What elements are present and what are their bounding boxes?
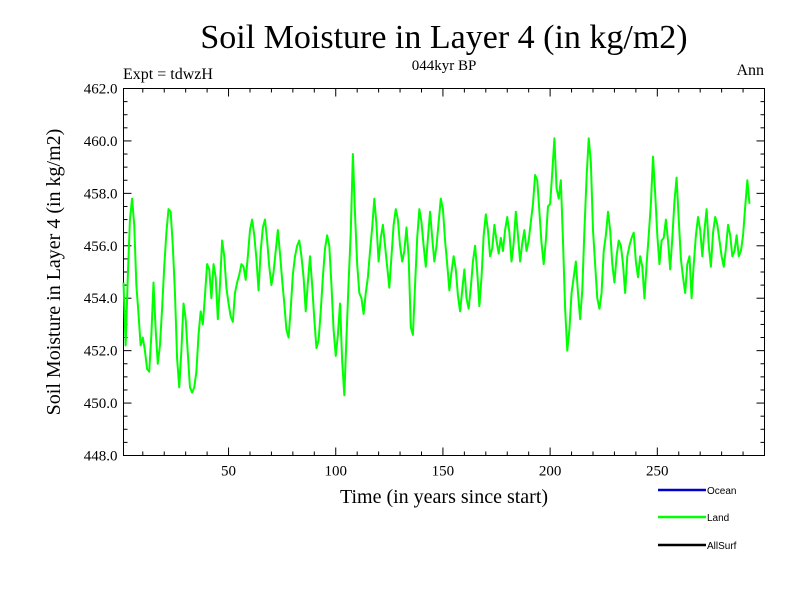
legend: Ocean Land AllSurf	[658, 486, 737, 552]
x-tick-label: 50	[221, 464, 236, 480]
y-tick-label: 458.0	[84, 186, 118, 202]
y-tick-label: 454.0	[84, 291, 118, 307]
chart-subtitle: 044kyr BP	[412, 58, 477, 74]
y-axis-label: Soil Moisture in Layer 4 (in kg/m2)	[43, 129, 65, 416]
plot-area: 50 100 150 200 250 448.0 450.0 452.0 454.0 456.0…	[84, 82, 765, 480]
x-tick-label: 150	[432, 464, 455, 480]
legend-label-allsurf: AllSurf	[707, 541, 737, 552]
x-tick-label: 200	[539, 464, 562, 480]
x-axis-label: Time (in years since start)	[340, 486, 548, 508]
y-tick-label: 448.0	[84, 449, 118, 465]
legend-label-ocean: Ocean	[707, 486, 736, 497]
y-tick-label: 452.0	[84, 344, 118, 360]
y-tick-label: 462.0	[84, 82, 118, 98]
chart-title: Soil Moisture in Layer 4 (in kg/m2)	[200, 19, 687, 56]
minor-ticks	[123, 88, 765, 456]
y-tick-label: 460.0	[84, 134, 118, 150]
season-label: Ann	[736, 62, 764, 79]
y-axis: 448.0 450.0 452.0 454.0 456.0 458.0 460.0 462.0	[84, 82, 765, 465]
x-tick-label: 250	[646, 464, 669, 480]
y-tick-label: 456.0	[84, 239, 118, 255]
x-tick-label: 100	[324, 464, 347, 480]
x-axis: 50 100 150 200 250	[221, 88, 669, 480]
series-line-land	[122, 137, 751, 397]
legend-label-land: Land	[707, 513, 729, 524]
y-tick-label: 450.0	[84, 396, 118, 412]
experiment-label: Expt = tdwzH	[123, 66, 213, 83]
